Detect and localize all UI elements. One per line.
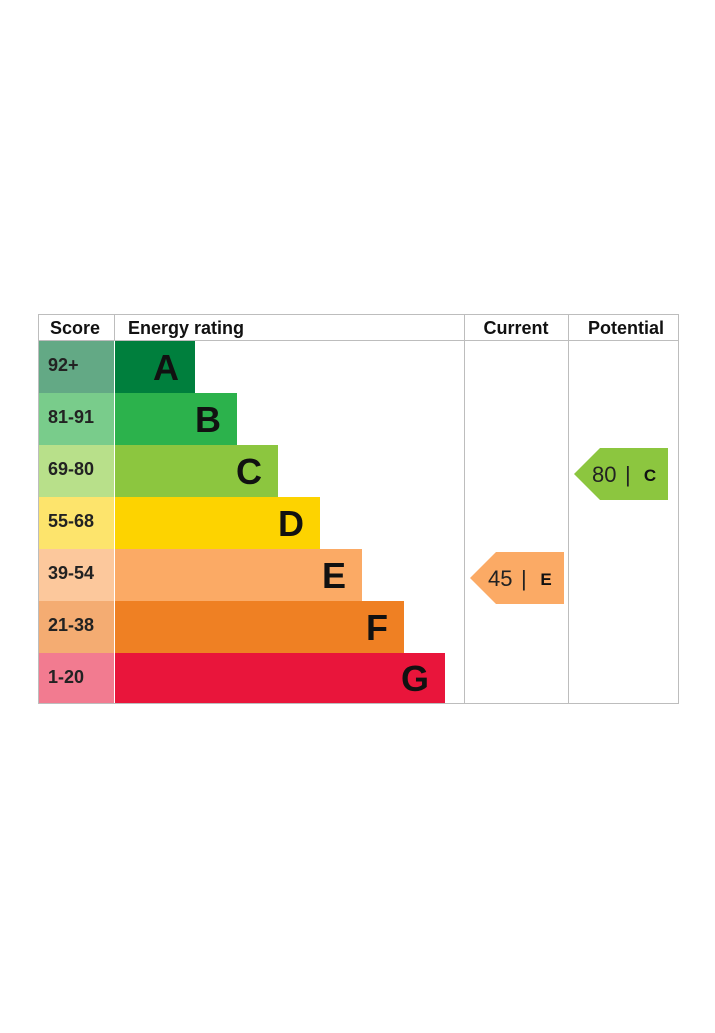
chart-grid (38, 314, 679, 704)
header-current: Current (483, 318, 548, 338)
current-rating-arrow (470, 552, 564, 604)
score-cell-f (39, 601, 114, 653)
band-letter-d: D (278, 503, 304, 544)
score-cell-g (39, 653, 114, 703)
header-energy-rating: Energy rating (128, 318, 244, 338)
potential-rating-indicator: 80 | C (574, 448, 668, 500)
score-range-c: 69-80 (48, 459, 94, 479)
band-bar-f (115, 601, 404, 653)
header-row: Score Energy rating Current Potential (50, 318, 664, 338)
score-cell-d (39, 497, 114, 549)
score-range-b: 81-91 (48, 407, 94, 427)
band-bar-e (115, 549, 362, 601)
band-letter-g: G (401, 658, 429, 699)
band-letter-e: E (322, 555, 346, 596)
score-cell-a (39, 341, 114, 393)
band-letter-b: B (195, 399, 221, 440)
header-score: Score (50, 318, 100, 338)
current-rating-value: 45 (488, 566, 512, 591)
band-bar-a (115, 341, 195, 393)
potential-rating-value: 80 (592, 462, 616, 487)
band-bar-c (115, 445, 278, 497)
current-rating-indicator: 45 | E (470, 552, 564, 604)
score-range-e: 39-54 (48, 563, 94, 583)
score-range-a: 92+ (48, 355, 79, 375)
band-letter-a: A (153, 347, 179, 388)
score-range-g: 1-20 (48, 667, 84, 687)
header-potential: Potential (588, 318, 664, 338)
rating-indicators: 45 | E 80 | C (470, 448, 668, 604)
current-rating-separator: | (521, 566, 527, 591)
potential-rating-separator: | (625, 462, 631, 487)
band-bar-b (115, 393, 237, 445)
band-letter-f: F (366, 607, 388, 648)
score-cell-e (39, 549, 114, 601)
score-cell-b (39, 393, 114, 445)
band-bar-g (115, 653, 445, 703)
score-range-f: 21-38 (48, 615, 94, 635)
rating-bands: 92+ A 81-91 B 69-80 C 55-68 D 39-54 E 21-38 F 1-20 G (39, 341, 445, 703)
current-rating-letter: E (540, 570, 551, 589)
band-letter-c: C (236, 451, 262, 492)
score-range-d: 55-68 (48, 511, 94, 531)
potential-rating-letter: C (644, 466, 656, 485)
score-cell-c (39, 445, 114, 497)
potential-rating-arrow (574, 448, 668, 500)
chart-frame (38, 314, 679, 704)
band-bar-d (115, 497, 320, 549)
